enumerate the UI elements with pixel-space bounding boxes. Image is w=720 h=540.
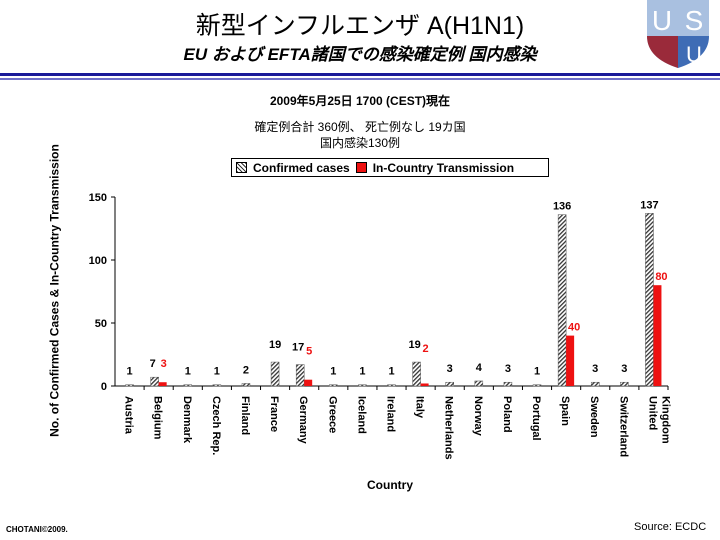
bar-confirmed xyxy=(474,380,484,387)
data-label-confirmed: 136 xyxy=(553,201,571,213)
data-label-confirmed: 3 xyxy=(592,363,598,375)
bar-confirmed xyxy=(503,381,513,387)
data-label-confirmed: 4 xyxy=(476,362,483,374)
page-subtitle: EU および EFTA諸国での感染確定例 国内感染 xyxy=(183,45,537,64)
bar-confirmed xyxy=(295,364,305,387)
y-tick-label: 150 xyxy=(89,192,107,204)
bar-transmission xyxy=(304,379,313,386)
bar-confirmed xyxy=(358,384,367,387)
data-label-confirmed: 1 xyxy=(185,366,191,378)
y-tick-label: 100 xyxy=(89,255,107,267)
x-tick-label: Denmark xyxy=(181,396,193,444)
data-label-confirmed: 137 xyxy=(640,199,658,211)
legend-swatch-transmission xyxy=(355,162,367,173)
data-label-confirmed: 1 xyxy=(126,366,132,378)
x-tick-label: Sweden xyxy=(588,396,600,438)
x-tick-label: Belgium xyxy=(152,396,164,440)
data-label-transmission: 2 xyxy=(423,343,429,355)
x-tick-label: Iceland xyxy=(355,396,367,434)
page-title: 新型インフルエンザ A(H1N1) xyxy=(195,12,525,40)
bar-confirmed xyxy=(590,381,600,387)
data-label-confirmed: 1 xyxy=(330,366,336,378)
x-axis-label: Country xyxy=(367,478,413,492)
x-tick-label: Spain xyxy=(559,396,571,426)
x-tick-label: France xyxy=(268,396,280,432)
x-tick-label: Czech Rep. xyxy=(210,396,222,455)
data-label-confirmed: 2 xyxy=(243,364,249,376)
data-label-transmission: 5 xyxy=(306,346,312,358)
bar-confirmed xyxy=(183,384,193,387)
x-tick-label: Poland xyxy=(501,396,513,433)
x-tick-label: Netherlands xyxy=(443,396,455,460)
bar-confirmed xyxy=(241,383,251,387)
data-label-confirmed: 19 xyxy=(269,339,281,351)
source-label: Source: ECDC xyxy=(634,521,707,533)
x-tick-label: United xyxy=(646,396,658,430)
x-tick-label: Switzerland xyxy=(617,396,629,457)
date-label: 2009年5月25日 1700 (CEST)現在 xyxy=(269,94,451,108)
data-label-confirmed: 17 xyxy=(292,342,304,354)
data-label-confirmed: 1 xyxy=(534,366,540,378)
data-label-confirmed: 3 xyxy=(447,363,453,375)
data-label-confirmed: 3 xyxy=(505,363,511,375)
x-tick-label: Kingdom xyxy=(659,396,671,444)
bar-confirmed xyxy=(445,381,454,387)
data-label-confirmed: 1 xyxy=(388,366,394,378)
bar-confirmed xyxy=(125,384,134,387)
chart-legend: Confirmed cases In-Country Transmission xyxy=(231,158,549,177)
bar-confirmed xyxy=(270,361,280,387)
svg-text:U: U xyxy=(686,42,702,67)
data-label-confirmed: 19 xyxy=(408,339,420,351)
copyright: CHOTANI©2009. xyxy=(6,525,68,534)
data-label-confirmed: 3 xyxy=(621,363,627,375)
bar-confirmed xyxy=(329,384,338,387)
data-label-transmission: 40 xyxy=(568,322,580,334)
bar-transmission xyxy=(158,382,167,386)
legend-confirmed: Confirmed cases xyxy=(253,160,350,175)
bar-transmission xyxy=(420,383,429,386)
data-label-confirmed: 1 xyxy=(359,366,365,378)
x-tick-label: Finland xyxy=(239,396,251,435)
data-label-transmission: 80 xyxy=(655,271,667,283)
y-tick-label: 50 xyxy=(95,318,107,330)
y-tick-label: 0 xyxy=(101,381,107,393)
x-tick-label: Greece xyxy=(326,396,338,433)
x-tick-label: Austria xyxy=(123,396,135,435)
summary-label: 確定例合計 360例、 死亡例なし 19カ国 xyxy=(254,120,466,134)
bar-confirmed xyxy=(412,361,421,387)
legend-swatch-confirmed xyxy=(236,162,247,173)
data-label-confirmed: 7 xyxy=(150,358,156,370)
usu-logo: U S U xyxy=(647,0,709,68)
domestic-label: 国内感染130例 xyxy=(319,136,401,150)
svg-text:S: S xyxy=(685,5,704,36)
legend-transmission: In-Country Transmission xyxy=(372,160,515,175)
bar-confirmed xyxy=(150,376,159,387)
bar-transmission xyxy=(566,335,575,386)
data-label-confirmed: 1 xyxy=(214,366,220,378)
bar-confirmed xyxy=(532,384,542,387)
header-rule-thin xyxy=(0,78,720,80)
x-tick-label: Ireland xyxy=(385,396,397,432)
x-tick-label: Germany xyxy=(297,396,309,445)
bar-confirmed xyxy=(557,214,567,387)
x-tick-label: Italy xyxy=(414,396,426,419)
bar-confirmed xyxy=(620,381,629,387)
bar-confirmed xyxy=(212,384,222,387)
bar-confirmed xyxy=(387,384,396,387)
svg-text:U: U xyxy=(652,5,672,36)
header-rule xyxy=(0,73,720,76)
x-tick-label: Portugal xyxy=(530,396,542,441)
bar-transmission xyxy=(653,285,662,386)
bar-confirmed xyxy=(645,213,654,387)
x-tick-label: Norway xyxy=(472,396,484,437)
data-label-transmission: 3 xyxy=(161,358,167,370)
